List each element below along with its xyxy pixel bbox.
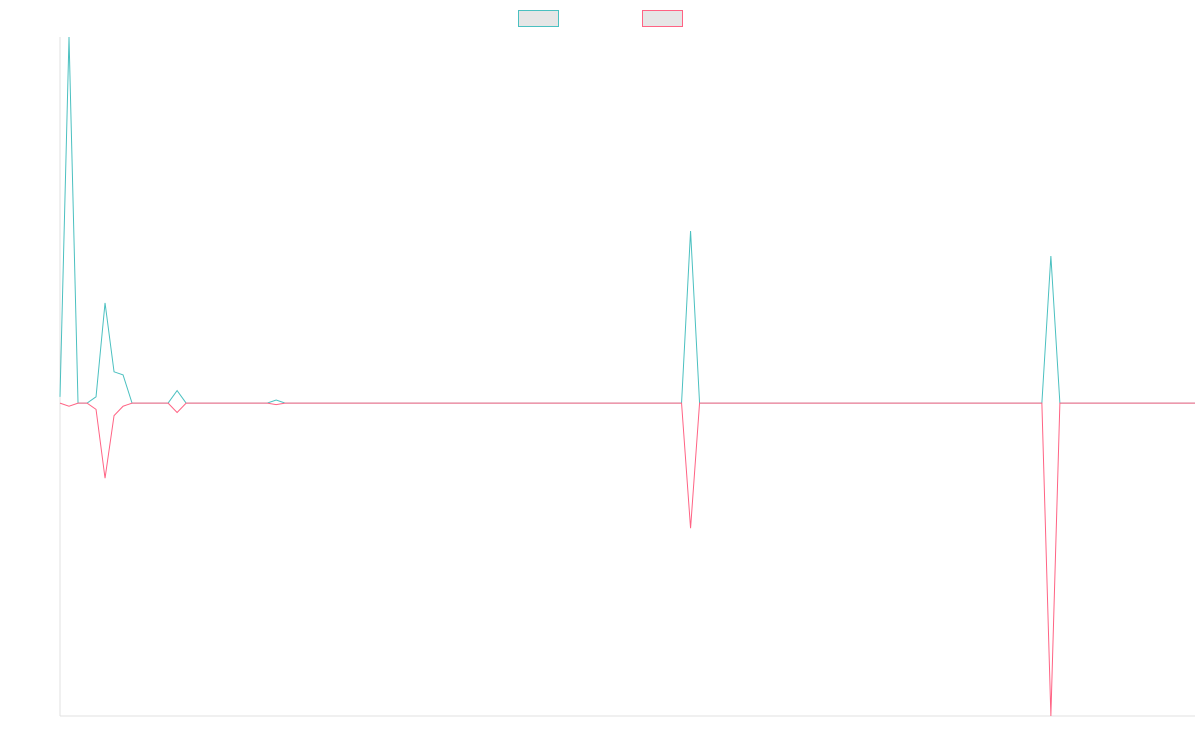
- legend-item-1[interactable]: [518, 10, 559, 27]
- plot-area: [59, 36, 1195, 717]
- series-line-1: [59, 36, 1195, 404]
- series-line-2: [59, 402, 1195, 717]
- chart-axes: [59, 37, 1195, 717]
- legend[interactable]: [518, 10, 683, 27]
- legend-swatch-1[interactable]: [518, 10, 559, 27]
- legend-item-2[interactable]: [642, 10, 683, 27]
- legend-swatch-2[interactable]: [642, 10, 683, 27]
